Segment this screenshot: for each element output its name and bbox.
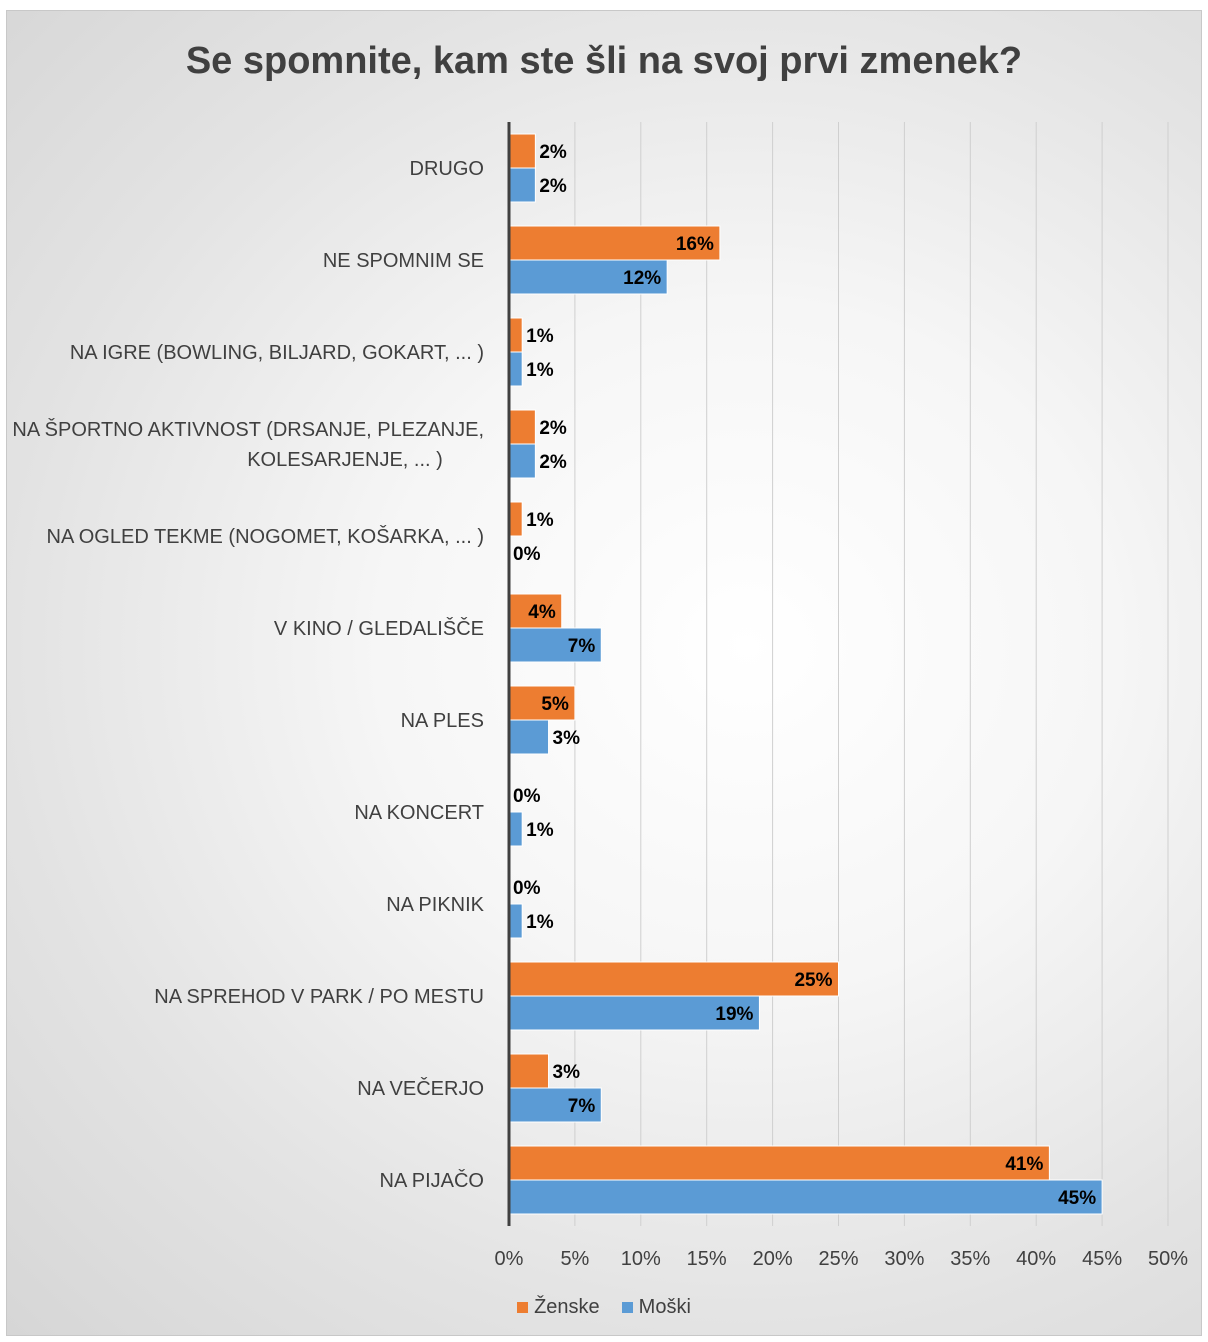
bar-moski [508,719,550,755]
category-label: NA ŠPORTNO AKTIVNOST (DRSANJE, PLEZANJE, [12,418,484,441]
category-label: NA SPREHOD V PARK / PO MESTU [154,986,484,1008]
data-label: 0% [513,786,541,807]
data-label: 7% [568,1096,596,1117]
data-label: 1% [526,360,554,381]
category-label: NA IGRE (BOWLING, BILJARD, GOKART, ... ) [70,342,484,364]
data-label: 7% [568,636,596,657]
data-label: 3% [553,1062,581,1083]
x-tick-label: 20% [753,1248,793,1270]
data-label: 2% [539,418,567,439]
data-label: 2% [539,176,567,197]
bar-moski [508,1179,1103,1215]
category-label: KOLESARJENJE, ... ) [247,449,443,471]
x-tick-label: 40% [1016,1248,1056,1270]
data-label: 1% [526,510,554,531]
x-tick-label: 30% [884,1248,924,1270]
data-label: 0% [513,878,541,899]
bar-moski [508,811,523,847]
legend-label-moski: Moški [638,1296,691,1318]
category-label: DRUGO [410,158,484,180]
data-label: 41% [1005,1154,1043,1175]
category-label: NA PIJAČO [380,1169,484,1192]
legend-item-zenske: Ženske [517,1296,600,1319]
legend-item-moski: Moški [621,1296,691,1319]
category-label: NA PLES [401,710,484,732]
category-label: NA KONCERT [354,802,484,824]
x-tick-label: 35% [950,1248,990,1270]
data-label: 12% [623,268,661,289]
data-label: 4% [528,602,556,623]
data-label: 3% [553,728,581,749]
bar-moski [508,1087,602,1123]
data-label: 19% [715,1004,753,1025]
bar-zenske [508,1145,1050,1181]
chart-title: Se spomnite, kam ste šli na svoj prvi zm… [185,40,1023,82]
data-label: 1% [526,912,554,933]
bar-zenske [508,317,523,353]
legend: Ženske Moški [0,1296,1208,1319]
x-tick-label: 15% [687,1248,727,1270]
data-label: 45% [1058,1188,1096,1209]
bar-moski [508,443,536,479]
bar-moski [508,903,523,939]
data-label: 0% [513,544,541,565]
bar-zenske [508,133,536,169]
x-tick-label: 5% [560,1248,589,1270]
data-label: 1% [526,820,554,841]
bar-moski [508,351,523,387]
bar-zenske [508,961,839,997]
data-label: 16% [676,234,714,255]
data-label: 1% [526,326,554,347]
bar-zenske [508,409,536,445]
x-tick-label: 0% [495,1248,524,1270]
data-label: 5% [541,694,569,715]
category-label: NA PIKNIK [386,894,484,916]
bar-moski [508,995,760,1031]
category-label: NA VEČERJO [357,1077,484,1100]
x-tick-label: 50% [1148,1248,1188,1270]
legend-swatch-zenske [517,1302,529,1313]
data-label: 25% [794,970,832,991]
x-tick-label: 45% [1082,1248,1122,1270]
bar-zenske [508,501,523,537]
legend-label-zenske: Ženske [534,1296,600,1318]
data-label: 2% [539,142,567,163]
category-label: NA OGLED TEKME (NOGOMET, KOŠARKA, ... ) [47,525,485,548]
category-label: NE SPOMNIM SE [323,250,484,272]
x-tick-label: 10% [621,1248,661,1270]
legend-swatch-moski [621,1302,633,1313]
category-label: V KINO / GLEDALIŠČE [274,617,484,640]
bar-moski [508,167,536,203]
bar-zenske [508,1053,550,1089]
data-label: 2% [539,452,567,473]
x-tick-label: 25% [818,1248,858,1270]
